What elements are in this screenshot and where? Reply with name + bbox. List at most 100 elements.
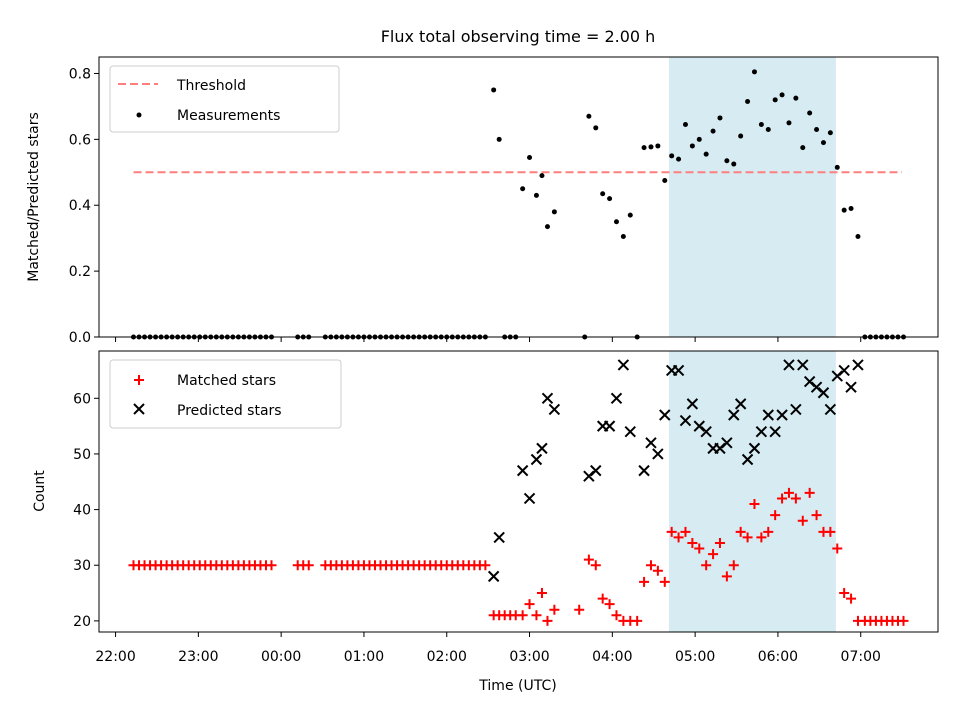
- predicted-star-marker: [790, 403, 802, 416]
- predicted-star-marker: [638, 464, 650, 477]
- measurement-point: [689, 143, 695, 149]
- measurement-point: [758, 122, 764, 128]
- measurement-point: [786, 120, 792, 126]
- predicted-star-marker: [741, 453, 754, 466]
- predicted-star-marker: [487, 570, 500, 583]
- predicted-star-marker: [852, 359, 864, 371]
- y-tick-label: 0.2: [69, 264, 91, 280]
- measurement-point: [800, 145, 806, 151]
- predicted-star-marker: [530, 453, 543, 466]
- measurement-point: [710, 128, 716, 134]
- x-tick-label: 22:00: [95, 649, 135, 665]
- predicted-star-marker: [700, 425, 712, 438]
- predicted-star-marker: [624, 425, 636, 438]
- measurement-point: [793, 95, 799, 101]
- bottom-axes-frame: [98, 350, 939, 633]
- measurement-point: [682, 122, 688, 128]
- predicted-star-marker: [536, 442, 548, 455]
- chart-title: Flux total observing time = 2.00 h: [381, 27, 656, 46]
- matched-star-marker: [542, 615, 553, 626]
- measurement-point: [669, 153, 675, 159]
- matched-star-marker: [694, 543, 705, 554]
- measurement-point: [841, 207, 847, 213]
- matched-star-marker: [639, 576, 650, 587]
- predicted-star-marker: [762, 409, 774, 421]
- predicted-star-marker: [748, 442, 761, 455]
- matched-star-marker: [825, 526, 836, 537]
- measurement-point: [834, 164, 840, 170]
- matched-star-marker: [590, 560, 601, 571]
- y-tick-label: 0.8: [69, 66, 91, 82]
- measurement-point: [600, 191, 606, 197]
- matched-star-marker: [783, 487, 794, 498]
- measurement-point: [751, 69, 757, 75]
- matched-star-marker: [811, 510, 822, 521]
- predicted-star-marker: [610, 392, 623, 405]
- matched-star-markers: [128, 487, 909, 626]
- measurement-point: [551, 209, 557, 215]
- top-axes-frame: [98, 56, 939, 338]
- predicted-star-markers: [487, 359, 864, 583]
- measurement-point: [696, 136, 702, 142]
- predicted-star-marker: [721, 437, 733, 449]
- matched-star-marker: [574, 604, 585, 615]
- measurement-point: [738, 133, 744, 139]
- predicted-star-marker: [734, 398, 747, 410]
- predicted-star-marker: [523, 492, 536, 505]
- matched-star-marker: [790, 493, 801, 504]
- matched-star-marker: [604, 599, 615, 610]
- measurement-point: [648, 144, 654, 150]
- matched-star-marker: [524, 599, 535, 610]
- measurement-point: [627, 212, 633, 218]
- measurement-point: [731, 161, 737, 167]
- matched-star-marker: [804, 487, 815, 498]
- measurement-point: [539, 173, 545, 179]
- predicted-star-marker: [728, 409, 740, 421]
- measurement-point: [772, 97, 778, 103]
- matched-star-marker: [266, 560, 277, 571]
- measurement-point: [527, 154, 533, 160]
- matched-star-marker: [303, 560, 314, 571]
- measurement-point: [662, 178, 668, 184]
- measurement-point: [765, 126, 771, 132]
- x-tick-label: 00:00: [261, 649, 301, 665]
- measurement-point: [520, 186, 526, 192]
- legend-threshold-label: Threshold: [176, 78, 246, 94]
- predicted-star-marker: [645, 437, 657, 449]
- predicted-star-marker: [769, 425, 781, 438]
- y-tick-label: 40: [73, 503, 91, 519]
- matched-star-marker: [756, 532, 767, 543]
- y-tick-label: 0.0: [69, 330, 91, 346]
- measurement-point: [807, 110, 813, 116]
- measurement-point: [613, 219, 619, 225]
- predicted-star-marker: [672, 364, 685, 377]
- x-axis-label: Time (UTC): [478, 678, 556, 694]
- matched-star-marker: [583, 554, 594, 565]
- legend-predicted-swatch: [133, 403, 145, 415]
- measurement-point: [655, 143, 661, 149]
- matched-star-marker: [898, 615, 909, 626]
- x-tick-label: 04:00: [592, 649, 632, 665]
- predicted-star-marker: [659, 409, 671, 421]
- legend-measurements-label: Measurements: [177, 108, 280, 124]
- bottom-legend: Matched stars Predicted stars: [109, 359, 342, 429]
- measurement-point: [717, 115, 723, 121]
- measurement-point: [544, 224, 550, 230]
- measurement-point: [745, 98, 751, 104]
- y-tick-label: 20: [73, 614, 91, 630]
- matched-star-marker: [846, 593, 857, 604]
- bottom-panel: 20 30 40 50 60 22:00 23:00 00:00 01:00 02:00 03:0…: [32, 350, 939, 694]
- measurement-point: [848, 206, 854, 212]
- y-tick-label: 0.6: [69, 132, 91, 148]
- predicted-star-marker: [845, 381, 857, 393]
- measurement-point: [607, 196, 613, 202]
- predicted-star-marker: [755, 425, 768, 438]
- predicted-star-marker: [824, 403, 837, 416]
- matched-star-marker: [714, 537, 725, 548]
- matched-star-marker: [687, 537, 698, 548]
- top-panel: Flux total observing time = 2.00 h 0.0 0.…: [26, 27, 939, 346]
- matched-star-marker: [632, 615, 643, 626]
- measurement-point: [491, 87, 497, 93]
- matched-star-marker: [597, 593, 608, 604]
